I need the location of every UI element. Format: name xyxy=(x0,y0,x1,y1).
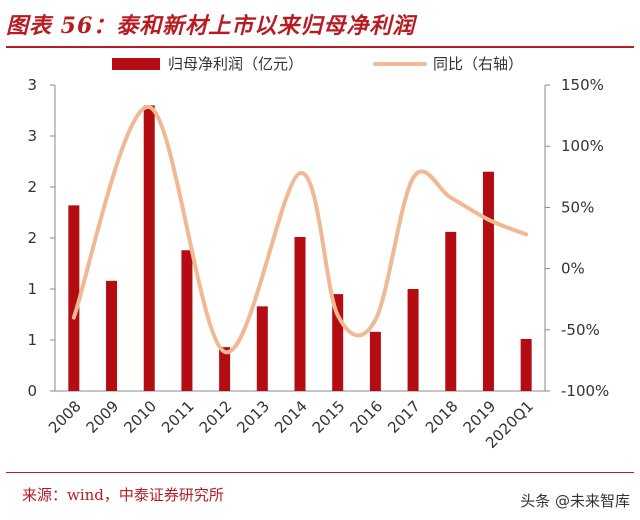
left-tick-label: 1 xyxy=(27,331,37,349)
x-tick-label: 2012 xyxy=(196,397,236,437)
legend-swatch-bar xyxy=(112,58,160,70)
x-tick-label: 2016 xyxy=(346,397,386,437)
left-tick-label: 0 xyxy=(27,382,37,400)
left-tick-label: 2 xyxy=(27,229,37,247)
title-divider xyxy=(6,46,634,48)
left-tick-label: 3 xyxy=(27,76,37,94)
x-tick-label: 2008 xyxy=(45,397,85,437)
left-tick-label: 3 xyxy=(27,127,37,145)
x-tick-label: 2018 xyxy=(422,397,462,437)
right-tick-label: 50% xyxy=(561,198,594,216)
bar-2009 xyxy=(106,280,118,391)
bar-2019 xyxy=(482,171,494,391)
bar-2008 xyxy=(68,205,80,391)
source-note: 来源：wind，中泰证券研究所 xyxy=(22,486,224,504)
page-title: 图表 56：泰和新材上市以来归母净利润 xyxy=(6,13,416,39)
bar-2017 xyxy=(407,289,419,391)
right-tick-label: -100% xyxy=(561,382,609,400)
x-tick-label: 2015 xyxy=(309,397,349,437)
right-tick-label: 100% xyxy=(561,137,604,155)
right-tick-label: -50% xyxy=(561,321,600,339)
left-tick-label: 2 xyxy=(27,178,37,196)
right-tick-label: 0% xyxy=(561,260,585,278)
bar-2014 xyxy=(294,236,306,391)
yoy-line xyxy=(71,105,529,354)
left-tick-label: 1 xyxy=(27,280,37,298)
bar-2011 xyxy=(181,250,193,391)
watermark: 头条 @未来智库 xyxy=(520,492,630,510)
x-tick-label: 2017 xyxy=(384,397,424,437)
x-tick-label: 2011 xyxy=(158,397,198,437)
legend-label-bar: 归母净利润（亿元） xyxy=(168,55,303,73)
x-tick-label: 2010 xyxy=(120,397,160,437)
bar-2013 xyxy=(256,306,268,391)
bar-2015 xyxy=(332,294,344,391)
x-tick-label: 2014 xyxy=(271,397,311,437)
footer-divider xyxy=(6,472,634,473)
bar-2016 xyxy=(369,331,381,391)
x-tick-label: 2009 xyxy=(83,397,123,437)
bar-2020Q1 xyxy=(520,338,532,391)
bar-2012 xyxy=(219,347,231,391)
bar-2018 xyxy=(445,231,457,391)
legend-label-line: 同比（右轴） xyxy=(433,55,523,73)
x-tick-label: 2013 xyxy=(233,397,273,437)
bar-2010 xyxy=(143,105,155,392)
chart: 0112233-100%-50%0%50%100%150%20082009201… xyxy=(27,55,609,452)
right-tick-label: 150% xyxy=(561,76,604,94)
